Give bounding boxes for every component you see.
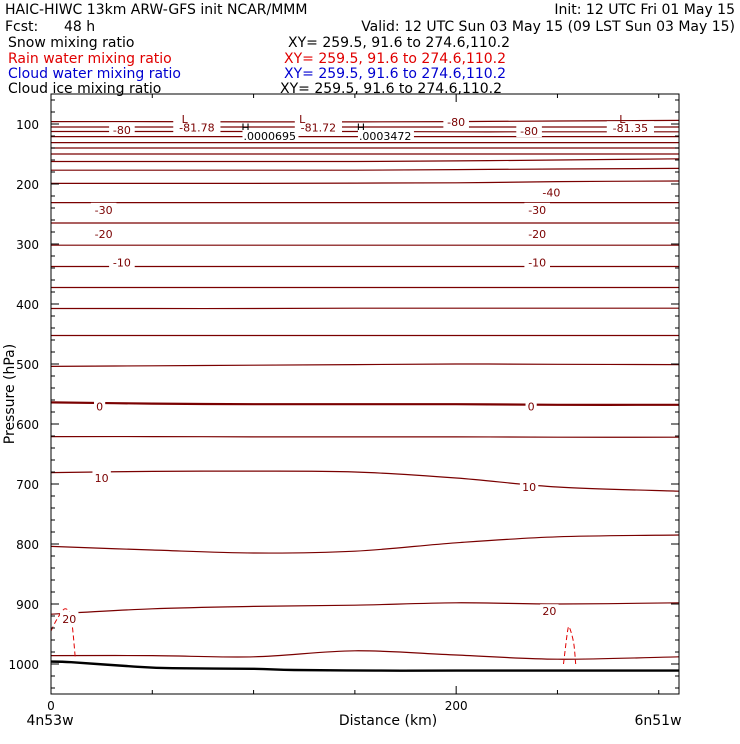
isotherm-line <box>51 535 679 553</box>
isotherm-contours <box>51 120 679 659</box>
forecast-hours: 48 h <box>64 19 95 35</box>
contour-label: -10 <box>113 257 131 270</box>
rain-contour-line <box>564 626 576 664</box>
isotherm-line <box>51 437 679 438</box>
valid-time: Valid: 12 UTC Sun 03 May 15 (09 LST Sun … <box>361 19 735 35</box>
y-axis-label: Pressure (hPa) <box>2 344 18 444</box>
isotherm-line <box>51 364 679 366</box>
header: HAIC-HIWC 13km ARW-GFS init NCAR/MMM Ini… <box>5 2 735 97</box>
terrain-surface-line <box>51 662 679 671</box>
contour-label: -20 <box>528 228 546 241</box>
y-tick-label: 900 <box>16 598 39 612</box>
y-tick-label: 500 <box>16 358 39 372</box>
isotherm-line <box>51 402 679 404</box>
terrain-layer <box>51 662 679 671</box>
field-xy-rain: XY= 259.5, 91.6 to 274.6,110.2 <box>284 51 506 67</box>
y-tick-label: 400 <box>16 298 39 312</box>
field-name-rain: Rain water mixing ratio <box>8 51 172 67</box>
contour-label: -20 <box>95 228 113 241</box>
field-name-cloud-ice: Cloud ice mixing ratio <box>8 81 161 97</box>
contour-label: -80 <box>520 125 538 138</box>
contour-label: -80 <box>447 116 465 129</box>
extremum-value: .0003472 <box>359 130 412 143</box>
isotherm-line <box>51 651 679 659</box>
x-tick-label: 0 <box>47 699 55 713</box>
low-center-marker: L <box>182 113 189 126</box>
contour-label: 0 <box>528 401 535 414</box>
y-tick-label: 600 <box>16 418 39 432</box>
y-tick-label: 300 <box>16 238 39 252</box>
init-time: Init: 12 UTC Fri 01 May 15 <box>554 2 735 18</box>
figure-title: HAIC-HIWC 13km ARW-GFS init NCAR/MMM <box>5 2 307 18</box>
x-end-location: 6n51w <box>634 713 681 729</box>
contour-label: -10 <box>528 257 546 270</box>
low-center-marker: L <box>619 113 626 126</box>
contour-label: -81.35 <box>613 122 648 135</box>
contour-label: 0 <box>96 401 103 414</box>
contour-label: -30 <box>95 204 113 217</box>
field-xy-cloud-water: XY= 259.5, 91.6 to 274.6,110.2 <box>284 66 506 82</box>
contour-label: 10 <box>95 472 109 485</box>
y-tick-label: 700 <box>16 478 39 492</box>
y-tick-label: 1000 <box>8 658 39 672</box>
contour-label: -40 <box>542 186 560 199</box>
field-xy-cloud-ice: XY= 259.5, 91.6 to 274.6,110.2 <box>280 81 502 97</box>
isotherm-line <box>51 471 679 491</box>
contour-label: 20 <box>62 613 76 626</box>
contour-label: 20 <box>542 605 556 618</box>
low-center-marker: L <box>299 113 306 126</box>
isotherm-line <box>51 181 679 183</box>
x-axis-label: Distance (km) <box>339 713 437 729</box>
field-name-cloud-water: Cloud water mixing ratio <box>8 66 181 82</box>
field-xy-snow: XY= 259.5, 91.6 to 274.6,110.2 <box>288 35 510 51</box>
extremum-value: .0000695 <box>243 130 296 143</box>
isotherm-line <box>51 603 679 614</box>
contour-label: 10 <box>522 481 536 494</box>
isotherm-line <box>51 168 679 170</box>
y-tick-label: 800 <box>16 538 39 552</box>
contour-label: -81.72 <box>301 122 336 135</box>
forecast-label: Fcst: <box>5 19 38 35</box>
contour-label: -80 <box>113 124 131 137</box>
field-name-snow: Snow mixing ratio <box>8 35 134 51</box>
x-start-location: 4n53w <box>26 713 73 729</box>
isotherm-line <box>51 159 679 162</box>
y-tick-label: 100 <box>16 118 39 132</box>
x-tick-label: 200 <box>445 699 468 713</box>
y-tick-label: 200 <box>16 178 39 192</box>
contour-label: -30 <box>528 204 546 217</box>
